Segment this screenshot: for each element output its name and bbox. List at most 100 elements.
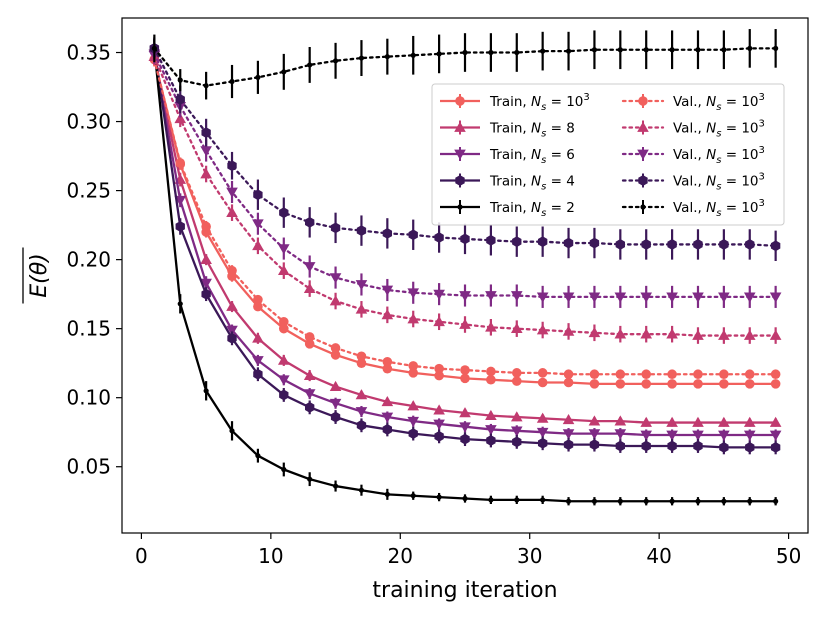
data-point [277,244,290,255]
data-point [355,303,368,314]
series-9 [151,29,779,100]
legend-label: Val., Ns = 103 [673,119,765,140]
data-point [719,239,729,250]
data-point [459,407,471,418]
data-point [408,229,418,241]
data-point [408,368,419,378]
data-point [743,329,756,340]
data-point [307,476,313,482]
legend-marker [638,175,648,186]
data-point [641,440,651,452]
data-point [588,415,601,426]
y-tick-label: 0.10 [66,386,111,410]
data-point [747,498,753,504]
data-point [770,379,781,389]
data-point [743,430,756,441]
y-axis-label: E(θ) [22,247,52,304]
data-point [407,313,420,324]
data-point [253,294,263,305]
data-point [279,389,289,401]
data-point [407,400,420,411]
data-point [229,428,235,434]
data-point [745,239,755,250]
series-3 [149,38,781,455]
data-point [304,339,315,349]
data-point [436,51,442,57]
legend-entry: Train, Ns = 6 [440,147,575,166]
data-point [537,377,548,388]
data-point [641,239,651,250]
data-point [512,436,522,448]
legend-entry: Val., Ns = 103 [621,145,765,166]
data-point [382,227,393,239]
data-point [201,127,211,138]
x-tick-label: 20 [388,544,413,568]
data-point [614,429,627,440]
data-point [407,288,420,299]
data-point [693,239,703,250]
legend-entry: Train, Ns = 8 [440,120,575,140]
data-point [381,309,394,320]
data-point [641,379,652,389]
data-point [460,233,470,245]
data-point [563,237,574,249]
data-point [332,483,339,489]
data-point [562,413,575,425]
data-point [485,291,497,302]
data-point [563,377,574,388]
data-point [615,379,626,389]
legend-entry: Train, Ns = 103 [440,92,590,113]
data-point [459,318,471,329]
data-point [615,239,625,250]
data-point [773,45,779,51]
series-7 [148,44,782,308]
data-point [303,282,316,293]
data-point [640,430,653,441]
data-point [589,369,600,380]
data-point [669,498,675,504]
data-point [408,428,418,439]
data-point [666,292,678,303]
data-point [356,358,367,368]
data-point [641,369,652,380]
legend-marker [638,96,648,106]
data-point [692,329,704,340]
data-point [329,380,342,391]
data-point [721,47,727,53]
legend-label: Train, Ns = 103 [489,92,590,113]
legend-marker [454,149,466,160]
legend-entry: Val., Ns = 103 [621,198,765,219]
data-point [253,368,263,380]
data-point [255,74,261,80]
data-point [410,493,416,499]
data-point [433,419,445,430]
data-point [770,240,781,252]
data-point [591,498,598,504]
data-point [718,430,730,441]
data-point [743,416,756,427]
data-point [718,329,730,340]
x-tick-label: 40 [646,544,671,568]
data-point [226,300,238,311]
data-point [693,440,703,452]
legend-marker [455,175,465,186]
data-point [537,368,548,378]
data-point [384,491,390,497]
legend-marker [637,149,649,160]
data-point [436,494,442,500]
data-point [562,429,575,440]
data-point [407,416,420,427]
data-point [510,411,523,422]
data-point [200,146,212,157]
data-point [744,369,755,380]
data-point [669,47,675,53]
data-point [229,78,235,85]
y-tick-label: 0.20 [66,248,111,272]
data-point [434,363,444,374]
data-point [667,239,677,250]
data-point [488,49,494,56]
legend-label: Train, Ns = 6 [489,147,575,166]
data-point [514,497,520,503]
data-point [303,262,316,273]
